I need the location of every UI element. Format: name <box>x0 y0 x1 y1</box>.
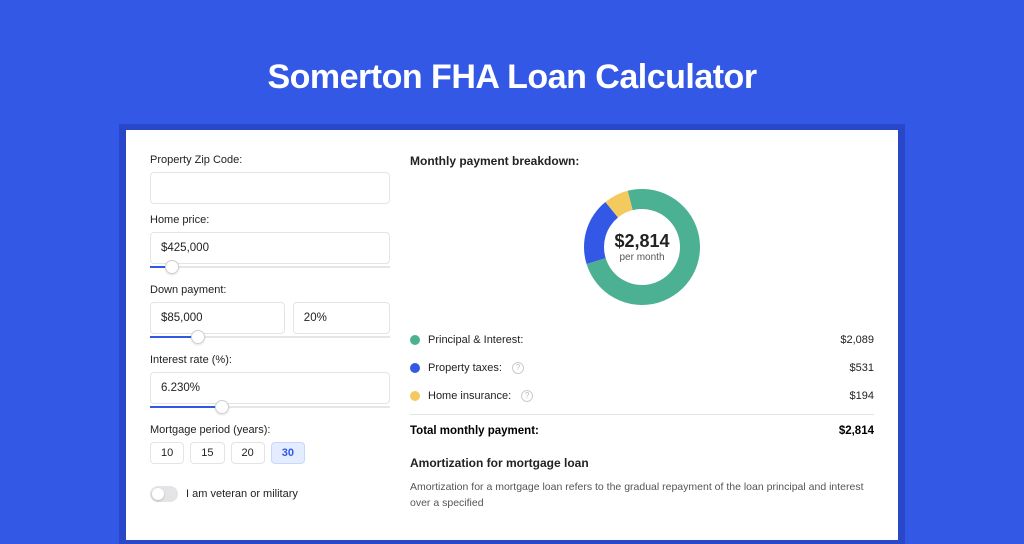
amortization-body: Amortization for a mortgage loan refers … <box>410 480 874 512</box>
donut-slice-property_taxes <box>584 202 618 264</box>
help-icon[interactable]: ? <box>521 390 533 402</box>
interest-rate-input[interactable] <box>150 372 390 404</box>
breakdown-amount: $531 <box>850 362 874 374</box>
veteran-label: I am veteran or military <box>186 488 298 500</box>
interest-rate-slider[interactable] <box>150 402 390 414</box>
down-payment-label: Down payment: <box>150 284 390 296</box>
zip-label: Property Zip Code: <box>150 154 390 166</box>
breakdown-row: Property taxes:? $531 <box>410 354 874 382</box>
legend-dot <box>410 363 420 373</box>
home-price-slider[interactable] <box>150 262 390 274</box>
help-icon[interactable]: ? <box>512 362 524 374</box>
legend-dot <box>410 391 420 401</box>
donut-center-amount: $2,814 <box>614 231 669 252</box>
breakdown-panel: Monthly payment breakdown: $2,814 per mo… <box>410 154 874 516</box>
breakdown-amount: $2,089 <box>840 334 874 346</box>
legend-dot <box>410 335 420 345</box>
home-price-slider-thumb[interactable] <box>165 260 179 274</box>
mortgage-period-20[interactable]: 20 <box>231 442 265 464</box>
mortgage-period-30[interactable]: 30 <box>271 442 305 464</box>
mortgage-period-label: Mortgage period (years): <box>150 424 390 436</box>
page-title: Somerton FHA Loan Calculator <box>0 0 1024 125</box>
mortgage-period-buttons: 10 15 20 30 <box>150 442 390 464</box>
form-panel: Property Zip Code: Home price: Down paym… <box>150 154 390 516</box>
breakdown-label: Home insurance: <box>428 390 511 402</box>
interest-rate-label: Interest rate (%): <box>150 354 390 366</box>
home-price-input[interactable] <box>150 232 390 264</box>
breakdown-amount: $194 <box>850 390 874 402</box>
breakdown-label: Property taxes: <box>428 362 502 374</box>
down-payment-amount-input[interactable] <box>150 302 285 334</box>
calculator-card: Property Zip Code: Home price: Down paym… <box>126 130 898 540</box>
total-label: Total monthly payment: <box>410 425 539 437</box>
breakdown-row: Home insurance:? $194 <box>410 382 874 410</box>
breakdown-label: Principal & Interest: <box>428 334 523 346</box>
down-payment-slider[interactable] <box>150 332 390 344</box>
breakdown-row: Principal & Interest: $2,089 <box>410 326 874 354</box>
breakdown-title: Monthly payment breakdown: <box>410 154 874 168</box>
home-price-label: Home price: <box>150 214 390 226</box>
total-amount: $2,814 <box>839 425 874 437</box>
amortization-title: Amortization for mortgage loan <box>410 456 874 470</box>
mortgage-period-10[interactable]: 10 <box>150 442 184 464</box>
veteran-toggle[interactable] <box>150 486 178 502</box>
donut-center-sub: per month <box>614 252 669 263</box>
down-payment-slider-thumb[interactable] <box>191 330 205 344</box>
mortgage-period-15[interactable]: 15 <box>190 442 224 464</box>
donut-chart: $2,814 per month <box>410 176 874 326</box>
interest-rate-slider-thumb[interactable] <box>215 400 229 414</box>
down-payment-percent-input[interactable] <box>293 302 390 334</box>
zip-input[interactable] <box>150 172 390 204</box>
